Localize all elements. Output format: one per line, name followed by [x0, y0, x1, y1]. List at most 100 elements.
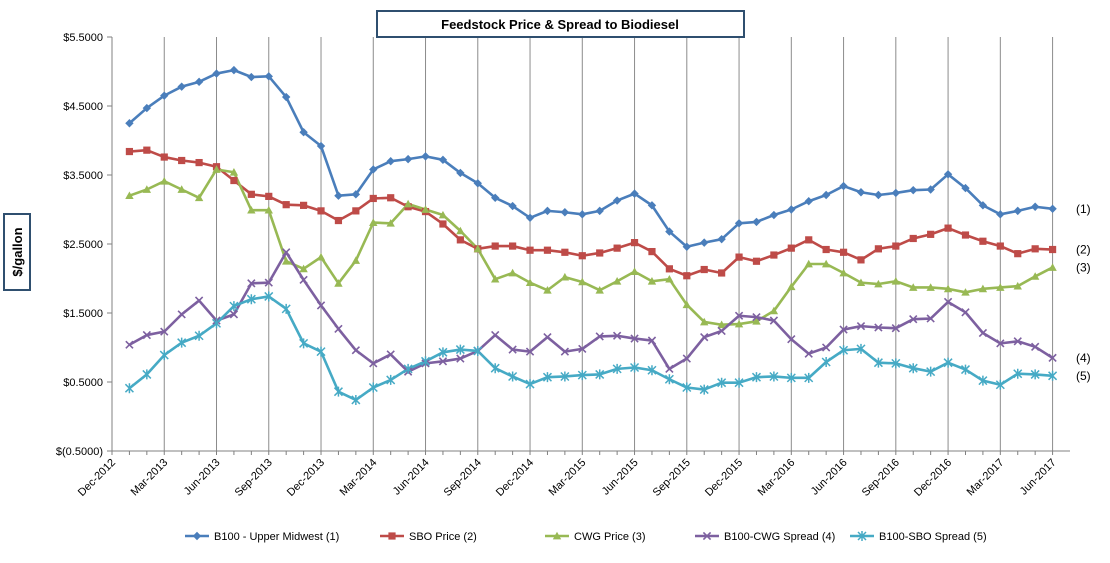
- data-point-series-4: [630, 334, 639, 343]
- data-point-series-5: [856, 343, 866, 354]
- data-point-series-1: [421, 152, 430, 161]
- data-point-series-3: [369, 218, 378, 226]
- data-point-series-5: [455, 344, 465, 355]
- data-point-series-4: [856, 321, 866, 331]
- data-point-series-5: [577, 370, 587, 381]
- data-point-series-3: [926, 283, 935, 291]
- data-point-series-3: [839, 268, 848, 277]
- data-point-series-4: [839, 325, 848, 334]
- data-point-series-4: [334, 324, 343, 334]
- data-point-series-2: [387, 194, 395, 202]
- data-point-series-3: [682, 300, 691, 309]
- data-point-series-5: [839, 345, 849, 356]
- data-point-series-1: [1030, 202, 1040, 211]
- data-point-series-1: [125, 119, 134, 128]
- data-point-series-3: [543, 286, 552, 294]
- data-point-series-2: [282, 201, 290, 209]
- data-point-series-2: [526, 246, 534, 254]
- data-point-series-2: [195, 158, 203, 167]
- data-point-series-4: [282, 248, 291, 257]
- data-point-series-3: [403, 199, 413, 208]
- legend-marker: [552, 531, 562, 540]
- data-point-series-4: [386, 350, 395, 359]
- legend-label: CWG Price (3): [574, 531, 646, 543]
- data-point-series-2: [491, 242, 499, 250]
- data-point-series-1: [456, 168, 465, 178]
- data-point-series-3: [125, 191, 134, 200]
- data-point-series-2: [822, 245, 830, 254]
- data-point-series-5: [438, 347, 448, 358]
- data-point-series-1: [665, 227, 674, 236]
- series-end-label: (4): [1076, 351, 1091, 365]
- legend-item-2: SBO Price (2): [380, 531, 477, 543]
- data-point-series-2: [683, 272, 691, 280]
- data-point-series-1: [734, 219, 744, 228]
- data-point-series-1: [560, 208, 570, 217]
- data-point-series-3: [700, 317, 709, 326]
- data-point-series-1: [142, 103, 152, 113]
- data-point-series-3: [752, 317, 761, 325]
- data-point-series-3: [804, 259, 813, 268]
- data-point-series-2: [561, 248, 569, 256]
- legend: B100 - Upper Midwest (1) SBO Price (2) CWG…: [185, 531, 987, 543]
- legend-marker: [857, 531, 867, 541]
- data-point-series-3: [961, 288, 970, 296]
- series-line-4: [128, 250, 1054, 373]
- data-point-series-4: [264, 278, 273, 287]
- data-point-series-5: [943, 357, 953, 368]
- data-point-series-1: [160, 91, 169, 100]
- data-point-series-2: [369, 194, 377, 203]
- data-point-series-2: [596, 249, 604, 257]
- data-point-series-4: [752, 312, 761, 322]
- data-point-series-1: [874, 190, 883, 200]
- data-point-series-4: [543, 332, 552, 342]
- data-point-series-4: [821, 343, 831, 352]
- data-point-series-2: [996, 242, 1004, 250]
- data-point-series-3: [142, 185, 152, 193]
- data-point-series-3: [787, 282, 796, 291]
- data-point-series-1: [978, 201, 988, 210]
- data-point-series-5: [560, 371, 570, 382]
- data-point-series-3: [1013, 281, 1022, 290]
- data-point-series-1: [386, 157, 395, 166]
- data-point-series-2: [979, 237, 987, 245]
- data-point-series-2: [1031, 245, 1039, 253]
- data-point-series-1: [821, 190, 831, 200]
- data-point-series-3: [508, 268, 517, 277]
- data-point-series-3: [473, 244, 482, 253]
- chart-title-box: Feedstock Price & Spread to Biodiesel: [376, 10, 745, 38]
- data-point-series-2: [805, 236, 813, 244]
- data-point-series-3: [299, 264, 308, 273]
- data-point-series-1: [996, 210, 1005, 219]
- data-point-series-4: [682, 354, 691, 363]
- y-tick-label: $0.5000: [63, 377, 103, 389]
- data-point-series-4: [177, 310, 186, 319]
- data-point-series-5: [960, 364, 971, 375]
- legend-item-5: B100-SBO Spread (5): [850, 531, 987, 543]
- data-point-series-2: [456, 236, 464, 244]
- data-point-series-4: [647, 336, 657, 345]
- data-point-series-3: [665, 274, 674, 283]
- series-end-label: (1): [1076, 202, 1091, 216]
- data-point-series-5: [699, 384, 709, 395]
- data-point-series-4: [1030, 342, 1040, 351]
- data-point-series-2: [892, 242, 900, 250]
- data-point-series-4: [943, 297, 953, 307]
- data-point-series-3: [264, 205, 273, 214]
- data-point-series-1: [264, 72, 273, 81]
- data-point-series-4: [804, 349, 813, 358]
- data-point-series-4: [1013, 337, 1022, 346]
- data-point-series-2: [909, 234, 917, 243]
- data-point-series-4: [299, 275, 308, 285]
- data-point-series-3: [1048, 263, 1057, 271]
- data-point-series-2: [143, 146, 151, 154]
- data-point-series-2: [787, 244, 795, 252]
- data-point-series-4: [926, 314, 935, 323]
- data-point-series-1: [717, 234, 726, 244]
- data-point-series-4: [700, 332, 709, 342]
- data-point-series-1: [926, 185, 935, 194]
- y-tick-label: $2.5000: [63, 239, 103, 251]
- data-point-series-4: [316, 301, 326, 310]
- data-point-series-1: [299, 128, 308, 137]
- data-point-series-1: [247, 72, 256, 82]
